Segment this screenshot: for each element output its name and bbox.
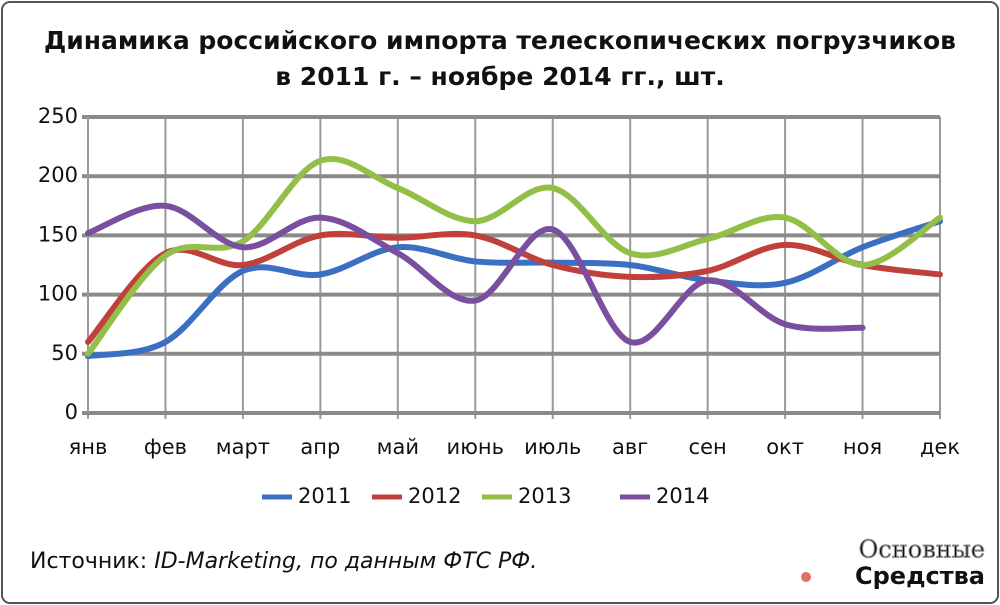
source-label: Источник: — [30, 549, 147, 574]
x-tick-label: дек — [920, 435, 960, 459]
series-line — [85, 156, 943, 357]
x-tick-label: май — [377, 435, 419, 459]
y-tick-label: 250 — [38, 104, 78, 128]
logo: Средства — [855, 562, 985, 590]
x-tick-label: окт — [766, 435, 804, 459]
legend-label: 2013 — [518, 484, 571, 508]
source-text: ID-Marketing, по данным ФТС РФ. — [154, 549, 537, 574]
legend-label: 2011 — [298, 484, 351, 508]
logo: Основные — [859, 536, 985, 564]
chart-title: Динамика российского импорта телескопиче… — [44, 26, 956, 55]
x-tick-label: март — [216, 435, 270, 459]
logo-dot — [801, 572, 811, 582]
x-tick-label: сен — [689, 435, 727, 459]
x-tick-label: апр — [300, 435, 340, 459]
chart-title: в 2011 г. – ноябре 2014 гг., шт. — [275, 62, 724, 91]
y-tick-label: 0 — [65, 400, 78, 424]
series-line — [85, 218, 943, 360]
x-tick-label: авг — [612, 435, 648, 459]
series-line — [85, 202, 866, 346]
x-tick-label: июль — [524, 435, 581, 459]
series-line — [85, 230, 943, 345]
y-tick-label: 200 — [38, 163, 78, 187]
y-tick-label: 150 — [38, 222, 78, 246]
source: Источник: ID-Marketing, по данным ФТС РФ… — [30, 549, 537, 574]
x-tick-label: июнь — [447, 435, 504, 459]
y-tick-label: 50 — [51, 341, 78, 365]
x-tick-label: ноя — [843, 435, 882, 459]
x-tick-label: фев — [144, 435, 187, 459]
legend-label: 2012 — [408, 484, 461, 508]
x-tick-label: янв — [69, 435, 108, 459]
y-tick-label: 100 — [38, 282, 78, 306]
legend-label: 2014 — [656, 484, 709, 508]
